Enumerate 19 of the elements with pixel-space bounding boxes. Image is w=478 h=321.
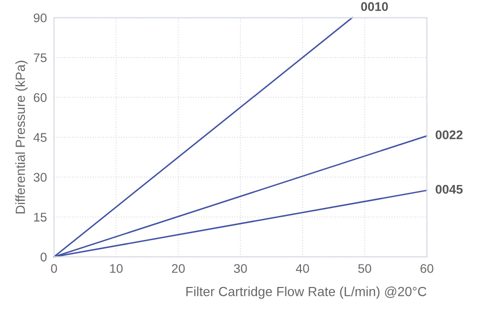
series-label: 0010 bbox=[361, 2, 388, 12]
x-axis-title: Filter Cartridge Flow Rate (L/min) @20°C bbox=[186, 286, 426, 299]
x-tick-label: 10 bbox=[110, 264, 123, 273]
series-label: 0022 bbox=[436, 130, 462, 140]
x-tick-label: 60 bbox=[420, 264, 434, 273]
x-tick-label: 20 bbox=[172, 264, 185, 273]
x-tick-label: 50 bbox=[358, 264, 372, 273]
x-tick-label: 0 bbox=[51, 264, 57, 273]
x-tick-label: 30 bbox=[234, 264, 247, 273]
series-label: 0045 bbox=[436, 184, 463, 194]
y-tick-label: 60 bbox=[34, 93, 47, 102]
y-tick-label: 75 bbox=[34, 53, 47, 62]
y-tick-label: 45 bbox=[33, 133, 47, 142]
y-tick-label: 90 bbox=[34, 13, 47, 22]
x-tick-label: 40 bbox=[296, 264, 310, 273]
y-axis-title: Differential Pressure (kPa) bbox=[15, 60, 28, 214]
y-tick-label: 15 bbox=[34, 212, 47, 222]
y-tick-label: 30 bbox=[34, 172, 47, 182]
y-tick-label: 0 bbox=[40, 252, 47, 262]
